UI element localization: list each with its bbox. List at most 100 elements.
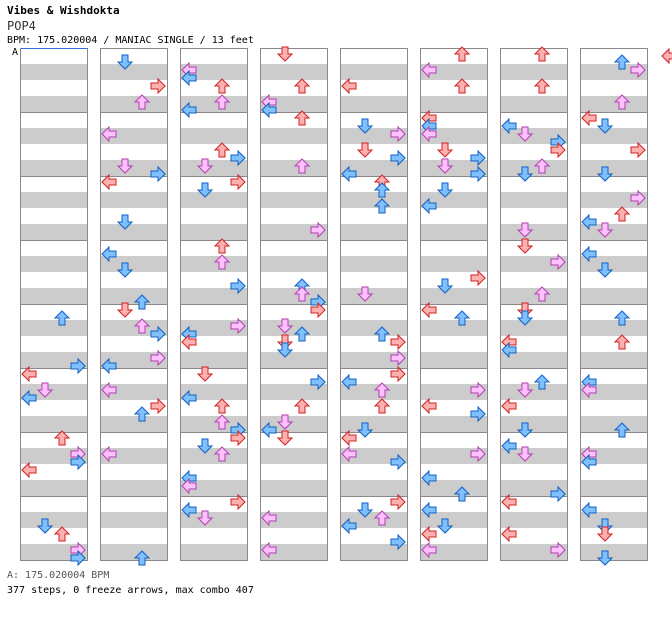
right-arrow-icon xyxy=(550,141,566,159)
chart-column xyxy=(580,48,648,561)
down-arrow-icon xyxy=(356,118,374,134)
down-arrow-icon xyxy=(36,518,54,534)
down-arrow-icon xyxy=(276,342,294,358)
down-arrow-icon xyxy=(356,142,374,158)
left-arrow-icon xyxy=(181,101,197,119)
up-arrow-icon xyxy=(133,294,151,310)
right-arrow-icon xyxy=(150,165,166,183)
down-arrow-icon xyxy=(596,262,614,278)
right-arrow-icon xyxy=(310,221,326,239)
up-arrow-icon xyxy=(533,286,551,302)
right-arrow-icon xyxy=(390,365,406,383)
song-title: Vibes & Wishdokta xyxy=(7,4,120,17)
left-arrow-icon xyxy=(261,421,277,439)
left-arrow-icon xyxy=(501,341,517,359)
left-arrow-icon xyxy=(261,101,277,119)
up-arrow-icon xyxy=(373,510,391,526)
down-arrow-icon xyxy=(436,182,454,198)
left-arrow-icon xyxy=(421,541,437,559)
up-arrow-icon xyxy=(613,422,631,438)
down-arrow-icon xyxy=(596,222,614,238)
right-arrow-icon xyxy=(630,61,646,79)
up-arrow-icon xyxy=(133,318,151,334)
down-arrow-icon xyxy=(516,446,534,462)
left-arrow-icon xyxy=(341,77,357,95)
right-arrow-icon xyxy=(550,541,566,559)
left-arrow-icon xyxy=(501,117,517,135)
right-arrow-icon xyxy=(310,373,326,391)
left-arrow-icon xyxy=(181,69,197,87)
down-arrow-icon xyxy=(436,142,454,158)
left-arrow-icon xyxy=(581,381,597,399)
chart-column xyxy=(500,48,568,561)
down-arrow-icon xyxy=(516,126,534,142)
down-arrow-icon xyxy=(516,310,534,326)
bpm-section-marker: A xyxy=(12,47,19,58)
left-arrow-icon xyxy=(501,493,517,511)
left-arrow-icon xyxy=(101,357,117,375)
stats-footer: 377 steps, 0 freeze arrows, max combo 40… xyxy=(7,585,254,596)
left-arrow-icon xyxy=(581,453,597,471)
up-arrow-icon xyxy=(373,326,391,342)
right-arrow-icon xyxy=(150,349,166,367)
right-arrow-icon xyxy=(150,325,166,343)
down-arrow-icon xyxy=(196,510,214,526)
left-arrow-icon xyxy=(501,397,517,415)
left-arrow-icon xyxy=(421,469,437,487)
bpm-footer: A: 175.020004 BPM xyxy=(7,570,110,581)
left-arrow-icon xyxy=(421,501,437,519)
left-arrow-icon xyxy=(101,173,117,191)
down-arrow-icon xyxy=(516,238,534,254)
up-arrow-icon xyxy=(213,398,231,414)
down-arrow-icon xyxy=(36,382,54,398)
right-arrow-icon xyxy=(470,269,486,287)
right-arrow-icon xyxy=(230,317,246,335)
right-arrow-icon xyxy=(70,453,86,471)
right-arrow-icon xyxy=(230,277,246,295)
down-arrow-icon xyxy=(276,318,294,334)
down-arrow-icon xyxy=(116,214,134,230)
down-arrow-icon xyxy=(196,158,214,174)
right-arrow-icon xyxy=(230,493,246,511)
down-arrow-icon xyxy=(116,262,134,278)
up-arrow-icon xyxy=(133,406,151,422)
left-arrow-icon xyxy=(341,445,357,463)
down-arrow-icon xyxy=(196,366,214,382)
up-arrow-icon xyxy=(533,158,551,174)
up-arrow-icon xyxy=(613,206,631,222)
right-arrow-icon xyxy=(550,485,566,503)
down-arrow-icon xyxy=(276,46,294,62)
chart-column xyxy=(20,48,88,561)
down-arrow-icon xyxy=(276,430,294,446)
down-arrow-icon xyxy=(516,166,534,182)
right-arrow-icon xyxy=(390,533,406,551)
up-arrow-icon xyxy=(533,78,551,94)
right-arrow-icon xyxy=(470,381,486,399)
left-arrow-icon xyxy=(21,389,37,407)
down-arrow-icon xyxy=(356,422,374,438)
left-arrow-icon xyxy=(421,61,437,79)
chart-column xyxy=(340,48,408,561)
down-arrow-icon xyxy=(436,278,454,294)
down-arrow-icon xyxy=(116,302,134,318)
chart-column xyxy=(180,48,248,561)
up-arrow-icon xyxy=(373,382,391,398)
up-arrow-icon xyxy=(293,398,311,414)
left-arrow-icon xyxy=(581,501,597,519)
up-arrow-icon xyxy=(373,398,391,414)
right-arrow-icon xyxy=(630,141,646,159)
right-arrow-icon xyxy=(390,125,406,143)
left-arrow-icon xyxy=(101,445,117,463)
right-arrow-icon xyxy=(230,149,246,167)
up-arrow-icon xyxy=(613,94,631,110)
right-arrow-icon xyxy=(70,357,86,375)
left-arrow-icon xyxy=(101,125,117,143)
left-arrow-icon xyxy=(341,517,357,535)
up-arrow-icon xyxy=(213,142,231,158)
up-arrow-icon xyxy=(613,310,631,326)
left-arrow-icon xyxy=(421,397,437,415)
up-arrow-icon xyxy=(453,310,471,326)
down-arrow-icon xyxy=(196,182,214,198)
right-arrow-icon xyxy=(630,189,646,207)
right-arrow-icon xyxy=(230,173,246,191)
